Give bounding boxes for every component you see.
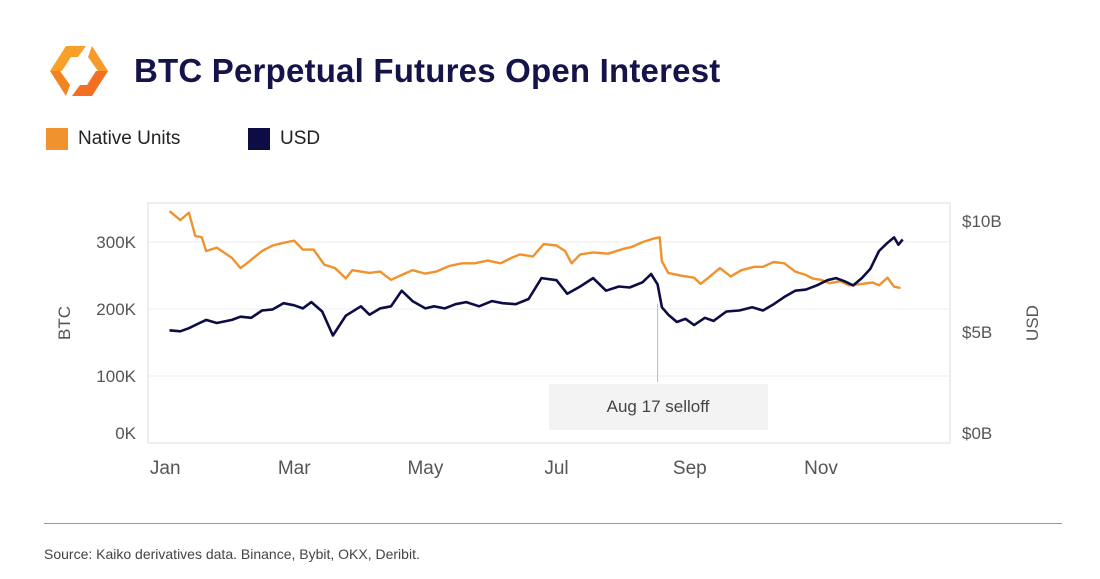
x-tick-label: Jul — [544, 458, 568, 479]
chart-title: BTC Perpetual Futures Open Interest — [134, 52, 721, 89]
y-tick-label: 200K — [96, 300, 136, 319]
annotation-aug17: Aug 17 selloff — [549, 304, 768, 430]
y2-tick-label: $5B — [962, 323, 992, 342]
plot-frame — [147, 202, 951, 444]
legend-item-native-units: Native Units — [46, 128, 180, 150]
legend-label-native-units: Native Units — [78, 128, 181, 149]
y-axis-left-ticks: 300K 200K 100K 0K — [96, 233, 136, 443]
legend-label-usd: USD — [280, 128, 321, 149]
x-axis-ticks: Jan Mar May Jul Sep Nov — [150, 458, 839, 479]
y-axis-right-ticks: $10B $5B $0B — [962, 212, 1002, 443]
y-axis-right-title: USD — [1023, 305, 1042, 341]
x-tick-label: Jan — [150, 458, 181, 479]
legend-swatch-native-units — [46, 128, 68, 150]
legend-swatch-usd — [248, 128, 270, 150]
gridlines — [148, 241, 950, 377]
x-tick-label: Sep — [673, 458, 707, 479]
series-lines — [168, 210, 904, 337]
x-tick-label: Nov — [804, 458, 838, 479]
series-line-native-units — [168, 210, 901, 290]
y-tick-label: 100K — [96, 367, 136, 386]
annotation-box — [549, 384, 768, 430]
y2-tick-label: $0B — [962, 424, 992, 443]
y2-tick-label: $10B — [962, 212, 1002, 231]
y-tick-label: 0K — [115, 424, 136, 443]
annotation-label: Aug 17 selloff — [607, 397, 710, 416]
footer-divider — [44, 523, 1062, 524]
x-tick-label: Mar — [278, 458, 311, 479]
legend-item-usd: USD — [248, 128, 320, 150]
open-interest-chart: Aug 17 selloff 300K 200K 100K 0K $10B $5… — [55, 202, 1042, 479]
series-line-usd — [169, 236, 904, 337]
y-tick-label: 300K — [96, 233, 136, 252]
source-note: Source: Kaiko derivatives data. Binance,… — [44, 546, 420, 562]
kaiko-logo-icon — [50, 46, 108, 96]
y-axis-left-title: BTC — [55, 306, 74, 340]
x-tick-label: May — [407, 458, 443, 479]
